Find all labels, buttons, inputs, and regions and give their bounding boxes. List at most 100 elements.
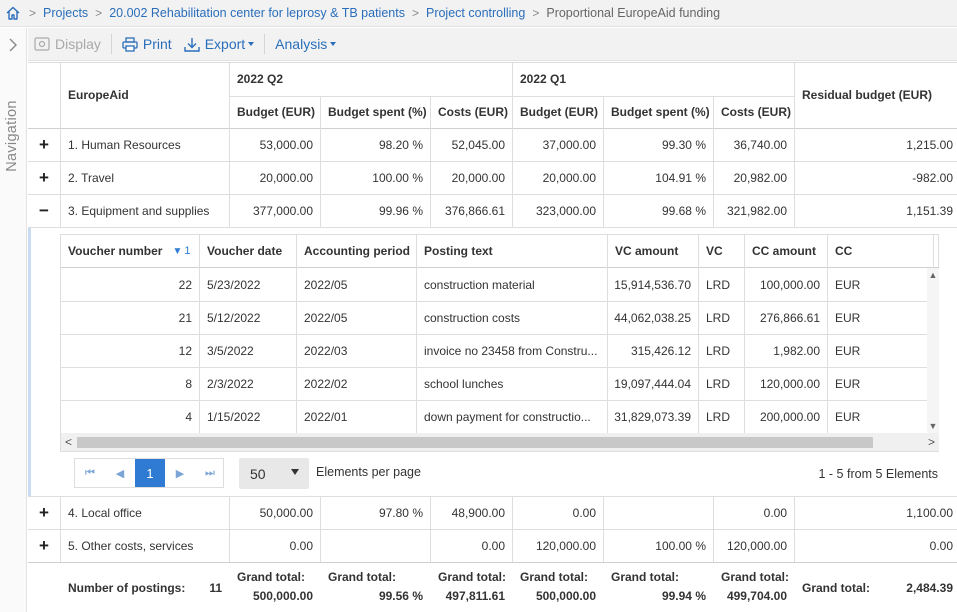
vertical-scrollbar[interactable]: ▲ ▼: [927, 268, 939, 433]
cell-vc: LRD: [706, 344, 731, 358]
print-label: Print: [142, 36, 172, 52]
cell-q1-budget: 120,000.00: [535, 539, 596, 553]
grand-total-label: Grand total:: [237, 570, 305, 584]
expand-row-button[interactable]: +: [39, 168, 49, 187]
row-name: 3. Equipment and supplies: [68, 204, 210, 218]
chevron-right-icon[interactable]: [6, 37, 20, 53]
cell-vc: LRD: [706, 377, 731, 391]
row-name: 1. Human Resources: [68, 138, 181, 152]
group-header-2022-q1: 2022 Q1: [520, 72, 567, 86]
expand-row-button[interactable]: +: [39, 536, 49, 555]
column-header-q2-budget[interactable]: Budget (EUR): [237, 105, 315, 119]
page-size-label: Elements per page: [316, 465, 421, 479]
column-header-q1-budget-spent[interactable]: Budget spent (%): [611, 105, 710, 119]
breadcrumb-project-controlling[interactable]: Project controlling: [425, 6, 526, 20]
cell-q1-costs: 20,982.00: [733, 171, 787, 185]
cell-accounting-period: 2022/05: [304, 311, 348, 325]
cell-posting-text: down payment for constructio...: [424, 410, 591, 424]
grand-total-q2-costs: 497,811.61: [445, 589, 505, 603]
toolbar: Display Print Export Analysis: [28, 28, 957, 61]
column-header-voucher-date[interactable]: Voucher date: [207, 244, 283, 258]
home-icon[interactable]: [4, 4, 22, 22]
cell-q1-costs: 321,982.00: [726, 204, 787, 218]
export-button[interactable]: Export: [178, 32, 260, 56]
cell-q2-budget-spent: 97.80 %: [378, 506, 423, 520]
grand-total-label: Grand total:: [438, 570, 506, 584]
chevron-down-icon: [291, 469, 299, 475]
page-size-select[interactable]: 50: [239, 458, 309, 489]
cell-posting-text: invoice no 23458 from Constru...: [424, 344, 598, 358]
display-button[interactable]: Display: [28, 32, 107, 56]
column-header-posting-text[interactable]: Posting text: [424, 244, 493, 258]
next-page-icon[interactable]: ▶: [175, 467, 185, 480]
horizontal-scroll-thumb[interactable]: [77, 437, 873, 448]
expand-row-button[interactable]: +: [39, 503, 49, 522]
analysis-label: Analysis: [275, 36, 328, 52]
column-header-cc[interactable]: CC: [835, 244, 853, 258]
cell-residual-budget: 1,215.00: [906, 138, 953, 152]
cell-q2-budget-spent: 100.00 %: [372, 171, 423, 185]
eye-icon: [34, 37, 50, 51]
toolbar-divider: [264, 34, 266, 54]
column-header-q2-costs[interactable]: Costs (EUR): [438, 105, 509, 119]
grand-total-q1-budget-spent: 99.94 %: [661, 589, 706, 603]
row-name: 2. Travel: [68, 171, 115, 185]
column-header-q2-budget-spent[interactable]: Budget spent (%): [328, 105, 427, 119]
column-header-cc-amount[interactable]: CC amount: [752, 244, 816, 258]
previous-page-icon[interactable]: ◀: [115, 467, 125, 480]
cell-voucher-number: 4: [185, 410, 192, 424]
breadcrumb-project[interactable]: 20.002 Rehabilitation center for leprosy…: [109, 6, 405, 20]
cell-q1-budget-spent: 99.30 %: [661, 138, 706, 152]
first-page-icon[interactable]: ⏮: [85, 466, 95, 479]
column-header-europeaid[interactable]: EuropeAid: [68, 88, 129, 102]
navigation-label[interactable]: Navigation: [4, 100, 20, 172]
navigation-rail[interactable]: Navigation: [0, 28, 27, 612]
scroll-right-icon[interactable]: >: [927, 435, 935, 449]
print-button[interactable]: Print: [116, 32, 178, 56]
grand-total-residual-budget: 2,484.39: [906, 581, 953, 595]
column-header-residual-budget[interactable]: Residual budget (EUR): [802, 88, 933, 102]
cell-q1-costs: 36,740.00: [733, 138, 787, 152]
sort-descending-icon[interactable]: ▼: [172, 245, 183, 257]
column-header-q1-costs[interactable]: Costs (EUR): [721, 105, 792, 119]
collapse-row-button[interactable]: −: [39, 201, 49, 220]
analysis-button[interactable]: Analysis: [269, 32, 342, 56]
scroll-left-icon[interactable]: <: [65, 435, 73, 449]
column-header-voucher-number[interactable]: Voucher number ▼ 1: [61, 235, 199, 267]
last-page-icon[interactable]: ⏭: [205, 466, 215, 479]
horizontal-scrollbar[interactable]: < >: [61, 433, 939, 451]
pagination-summary: 1 - 5 from 5 Elements: [818, 467, 939, 481]
grand-total-q1-budget: 500,000.00: [535, 589, 596, 603]
cell-q2-budget: 0.00: [289, 539, 313, 553]
cell-q1-budget-spent: 100.00 %: [655, 539, 706, 553]
column-header-vc-amount[interactable]: VC amount: [615, 244, 679, 258]
cell-voucher-number: 21: [178, 311, 192, 325]
cell-cc-amount: 200,000.00: [759, 410, 820, 424]
grand-total-q2-budget-spent: 99.56 %: [378, 589, 423, 603]
cell-q1-budget: 20,000.00: [542, 171, 596, 185]
breadcrumb-separator: >: [411, 6, 419, 20]
cell-voucher-date: 2/3/2022: [207, 377, 254, 391]
cell-cc: EUR: [835, 311, 861, 325]
cell-voucher-date: 1/15/2022: [207, 410, 261, 424]
row-name: 4. Local office: [68, 506, 142, 520]
sort-order-index: 1: [184, 245, 191, 257]
export-label: Export: [204, 36, 246, 52]
column-header-vc[interactable]: VC: [706, 244, 723, 258]
scroll-down-icon[interactable]: ▼: [928, 421, 938, 431]
breadcrumb-separator: >: [29, 6, 37, 20]
display-label: Display: [55, 36, 101, 52]
grand-total-label: Grand total:: [802, 581, 870, 595]
cell-residual-budget: 1,100.00: [906, 506, 953, 520]
column-header-q1-budget[interactable]: Budget (EUR): [520, 105, 598, 119]
scroll-up-icon[interactable]: ▲: [928, 270, 938, 280]
cell-q2-budget-spent: 99.96 %: [378, 204, 423, 218]
column-header-accounting-period[interactable]: Accounting period: [304, 244, 410, 258]
expand-row-button[interactable]: +: [39, 135, 49, 154]
page-button-current[interactable]: 1: [135, 459, 165, 487]
cell-q2-budget: 377,000.00: [252, 204, 313, 218]
breadcrumb-projects[interactable]: Projects: [43, 6, 89, 20]
cell-q1-budget-spent: 104.91 %: [655, 171, 706, 185]
grand-total-label: Grand total:: [721, 570, 789, 584]
breadcrumb: > Projects > 20.002 Rehabilitation cente…: [0, 0, 957, 27]
